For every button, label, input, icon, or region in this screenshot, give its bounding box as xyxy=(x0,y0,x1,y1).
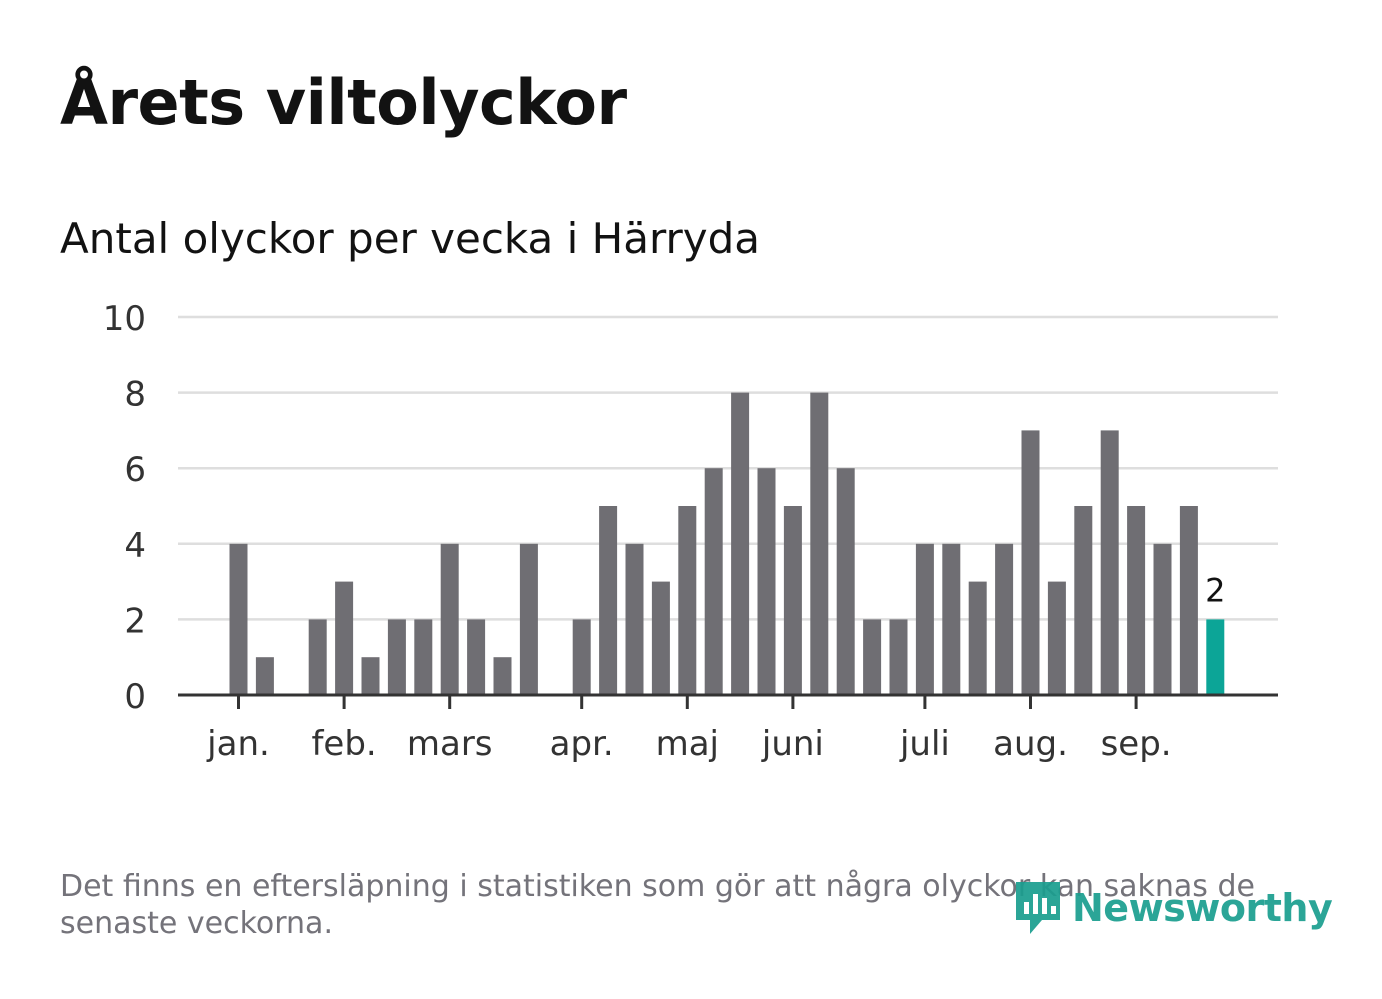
grid-lines xyxy=(178,315,1278,621)
x-tick-label: feb. xyxy=(311,724,376,764)
y-tick-label: 10 xyxy=(103,299,146,339)
bar xyxy=(414,619,433,695)
bar xyxy=(440,543,459,695)
annotations: 2 xyxy=(1205,571,1225,609)
y-tick-label: 4 xyxy=(124,526,146,566)
bar xyxy=(572,619,591,695)
bars xyxy=(229,392,1225,695)
x-tick-label: juni xyxy=(761,724,824,764)
bar xyxy=(1179,506,1198,695)
bar xyxy=(1127,506,1146,695)
last-value-label: 2 xyxy=(1205,571,1225,609)
bar xyxy=(889,619,908,695)
chart-title: Årets viltolyckor xyxy=(60,66,627,139)
bar xyxy=(942,543,961,695)
y-axis-labels: 0 2 4 6 8 10 xyxy=(103,299,146,717)
bar xyxy=(625,543,644,695)
bar xyxy=(255,657,274,695)
bar xyxy=(361,657,380,695)
bar xyxy=(731,392,750,695)
bar xyxy=(599,506,618,695)
bar xyxy=(308,619,327,695)
newsworthy-logo-icon xyxy=(1016,882,1060,934)
bar-highlight xyxy=(1206,619,1225,695)
bar xyxy=(651,581,670,695)
bar xyxy=(757,468,776,695)
bar xyxy=(678,506,697,695)
chart-subtitle: Antal olyckor per vecka i Härryda xyxy=(60,214,760,263)
bar xyxy=(863,619,882,695)
bar xyxy=(335,581,354,695)
bar xyxy=(387,619,406,695)
x-tick-label: maj xyxy=(656,724,719,764)
bar xyxy=(1100,430,1119,695)
bar xyxy=(229,543,248,695)
bar xyxy=(915,543,934,695)
x-tick-label: aug. xyxy=(993,724,1068,764)
x-tick-label: apr. xyxy=(550,724,614,764)
bar xyxy=(836,468,855,695)
brand-name: Newsworthy xyxy=(1072,886,1333,930)
y-tick-label: 2 xyxy=(124,601,146,641)
x-tick-label: sep. xyxy=(1101,724,1172,764)
x-axis-labels: jan. feb. mars apr. maj juni juli aug. sep. xyxy=(206,724,1171,764)
bar xyxy=(467,619,486,695)
bar xyxy=(1047,581,1066,695)
y-tick-label: 6 xyxy=(124,450,146,490)
bar xyxy=(1074,506,1093,695)
bar xyxy=(968,581,987,695)
x-tick-label: jan. xyxy=(206,724,270,764)
bar xyxy=(783,506,802,695)
bar xyxy=(1153,543,1172,695)
x-axis xyxy=(178,693,1278,709)
bar xyxy=(995,543,1014,695)
bar xyxy=(519,543,538,695)
newsworthy-logo: Newsworthy xyxy=(1012,876,1333,940)
bar xyxy=(704,468,723,695)
y-tick-label: 0 xyxy=(124,677,146,717)
x-tick-label: juli xyxy=(899,724,950,764)
x-tick-label: mars xyxy=(407,724,493,764)
y-tick-label: 8 xyxy=(124,375,146,415)
bar xyxy=(1021,430,1040,695)
bar xyxy=(810,392,829,695)
bar xyxy=(493,657,512,695)
